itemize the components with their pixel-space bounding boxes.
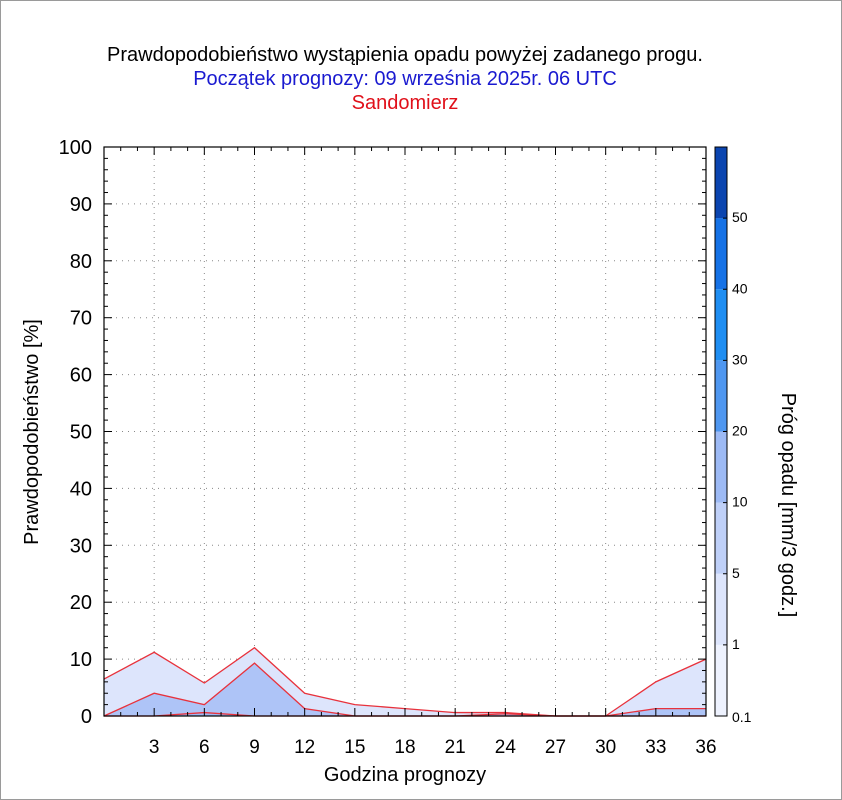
y-tick-label: 100	[59, 137, 92, 159]
colorbar-label: 0.1	[732, 709, 752, 725]
x-tick-label: 18	[394, 737, 415, 758]
y-tick-label: 10	[70, 649, 92, 671]
y-tick-label: 40	[70, 478, 92, 500]
colorbar-label: 10	[732, 494, 748, 510]
y-tick-label: 70	[70, 308, 92, 330]
colorbar-band	[715, 218, 727, 290]
plot-border	[103, 146, 707, 717]
x-tick-label: 36	[695, 737, 716, 758]
x-tick-label: 21	[445, 737, 466, 758]
y-tick-label: 80	[70, 251, 92, 273]
colorbar-band	[715, 431, 727, 503]
colorbar-label: 5	[732, 565, 740, 581]
chart-subtitle: Początek prognozy: 09 września 2025r. 06…	[193, 68, 617, 90]
chart-title: Prawdopodobieństwo wystąpienia opadu pow…	[107, 44, 703, 66]
x-tick-label: 33	[645, 737, 666, 758]
colorbar-label: 40	[732, 280, 748, 296]
colorbar-band	[715, 573, 727, 645]
y-tick-label: 20	[70, 592, 92, 614]
x-tick-label: 27	[545, 737, 566, 758]
colorbar-band	[715, 289, 727, 361]
y-tick-label: 50	[70, 422, 92, 444]
x-tick-label: 6	[199, 737, 210, 758]
x-tick-label: 30	[595, 737, 616, 758]
colorbar-label: 1	[732, 636, 740, 652]
y-tick-label: 60	[70, 365, 92, 387]
y-tick-label: 0	[81, 706, 92, 728]
y-tick-label: 90	[70, 194, 92, 216]
y-axis-label: Prawdopodobieństwo [%]	[21, 319, 43, 545]
chart-location: Sandomierz	[351, 92, 459, 114]
colorbar-band	[715, 502, 727, 574]
colorbar-label: 20	[732, 423, 748, 439]
x-tick-label: 9	[249, 737, 260, 758]
colorbar-band	[715, 360, 727, 432]
series-area-1	[104, 663, 706, 716]
x-axis-label: Godzina prognozy	[324, 764, 486, 786]
colorbar-label: 30	[732, 351, 748, 367]
colorbar-axis-label: Próg opadu [mm/3 godz.]	[777, 393, 799, 618]
x-tick-label: 15	[344, 737, 365, 758]
colorbar-label: 50	[732, 209, 748, 225]
y-tick-label: 30	[70, 535, 92, 557]
x-tick-label: 24	[495, 737, 517, 758]
x-tick-label: 3	[149, 737, 160, 758]
x-tick-label: 12	[294, 737, 315, 758]
colorbar-band	[715, 644, 727, 716]
colorbar-band	[715, 147, 727, 219]
